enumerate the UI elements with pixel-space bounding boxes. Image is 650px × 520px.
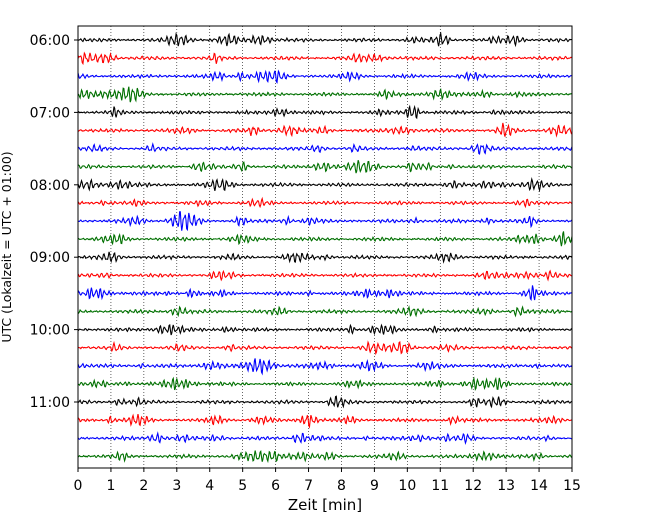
trace-06:45: [77, 86, 573, 103]
trace-10:00: [77, 323, 573, 336]
y-tick-label-06:00: 06:00: [30, 33, 70, 49]
trace-09:30: [77, 285, 573, 301]
x-tick-label-3: 3: [172, 478, 181, 494]
x-tick-label-8: 8: [337, 478, 346, 494]
trace-07:45: [77, 160, 573, 174]
trace-07:30: [77, 142, 573, 155]
x-axis-label: Zeit [min]: [288, 496, 362, 514]
trace-07:15: [77, 122, 573, 138]
x-tick-label-12: 12: [464, 478, 482, 494]
trace-09:15: [77, 269, 573, 282]
trace-11:15: [77, 413, 573, 429]
x-tick-label-1: 1: [106, 478, 115, 494]
trace-09:45: [77, 305, 573, 318]
x-tick-label-15: 15: [563, 478, 581, 494]
x-axis: 0 1 2 3 4 5 6 7 8 9 10 11 12 13 14 15: [74, 468, 581, 494]
trace-06:30: [77, 69, 573, 84]
trace-10:15: [77, 340, 573, 356]
x-tick-label-6: 6: [271, 478, 280, 494]
trace-group: [77, 31, 573, 464]
trace-06:15: [77, 51, 573, 66]
x-tick-label-4: 4: [205, 478, 214, 494]
trace-11:45: [77, 449, 573, 464]
y-tick-label-07:00: 07:00: [30, 105, 70, 121]
y-tick-label-09:00: 09:00: [30, 250, 70, 266]
trace-10:30: [77, 358, 573, 376]
y-tick-label-11:00: 11:00: [30, 395, 70, 411]
x-tick-label-7: 7: [304, 478, 313, 494]
x-tick-label-11: 11: [431, 478, 449, 494]
x-tick-label-9: 9: [370, 478, 379, 494]
plot-frame: [77, 25, 573, 469]
x-tick-label-0: 0: [74, 478, 83, 494]
y-tick-label-10:00: 10:00: [30, 323, 70, 339]
x-tick-label-13: 13: [497, 478, 515, 494]
y-axis: 06:00 07:00 08:00 09:00 10:00 11:00: [30, 33, 78, 411]
trace-08:00: [77, 176, 573, 193]
y-tick-label-08:00: 08:00: [30, 178, 70, 194]
plot-area: [78, 26, 572, 468]
trace-10:45: [77, 376, 573, 392]
x-tick-label-2: 2: [139, 478, 148, 494]
trace-08:30: [77, 211, 573, 232]
trace-07:00: [77, 104, 573, 120]
x-tick-label-10: 10: [398, 478, 416, 494]
trace-08:15: [77, 196, 573, 209]
x-tick-label-5: 5: [238, 478, 247, 494]
trace-11:30: [77, 431, 573, 446]
trace-11:00: [77, 395, 573, 409]
x-tick-label-14: 14: [530, 478, 548, 494]
trace-09:00: [77, 251, 573, 264]
y-axis-label: UTC (Lokalzeit = UTC + 01:00): [0, 151, 14, 342]
trace-06:00: [77, 31, 573, 48]
trace-08:45: [77, 231, 573, 247]
